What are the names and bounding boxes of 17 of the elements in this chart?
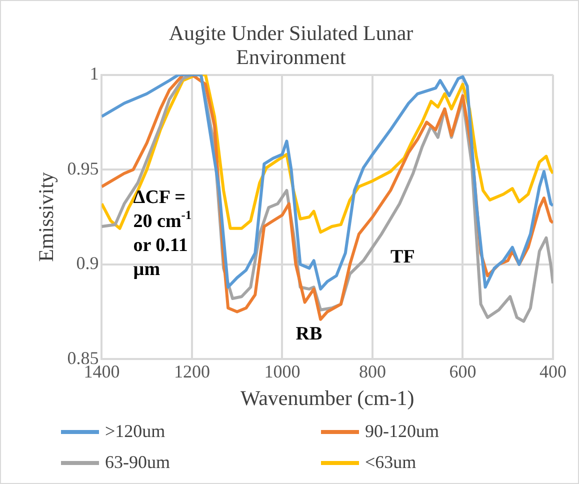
x-axis-title: Wavenumber (cm-1): [240, 386, 414, 410]
legend-label: 63-90um: [105, 452, 170, 473]
x-tick-label: 1000: [264, 362, 300, 382]
legend-label: <63um: [365, 452, 416, 473]
y-tick-label: 1: [90, 64, 99, 84]
x-tick-label: 600: [449, 362, 476, 382]
annotation: RB: [296, 323, 322, 344]
x-tick-label: 400: [540, 362, 566, 382]
annotation: TF: [390, 246, 415, 268]
y-tick-label: 0.95: [67, 158, 99, 178]
x-tick-label: 1200: [174, 362, 210, 382]
y-tick-label: 0.9: [76, 253, 99, 274]
y-axis-title: Emissivity: [34, 172, 58, 262]
legend-label: 90-120um: [365, 421, 439, 442]
legend-label: >120um: [105, 421, 166, 442]
chart-title: Augite Under Siulated Lunar Environment: [168, 21, 414, 69]
x-tick-label: 800: [358, 362, 386, 382]
